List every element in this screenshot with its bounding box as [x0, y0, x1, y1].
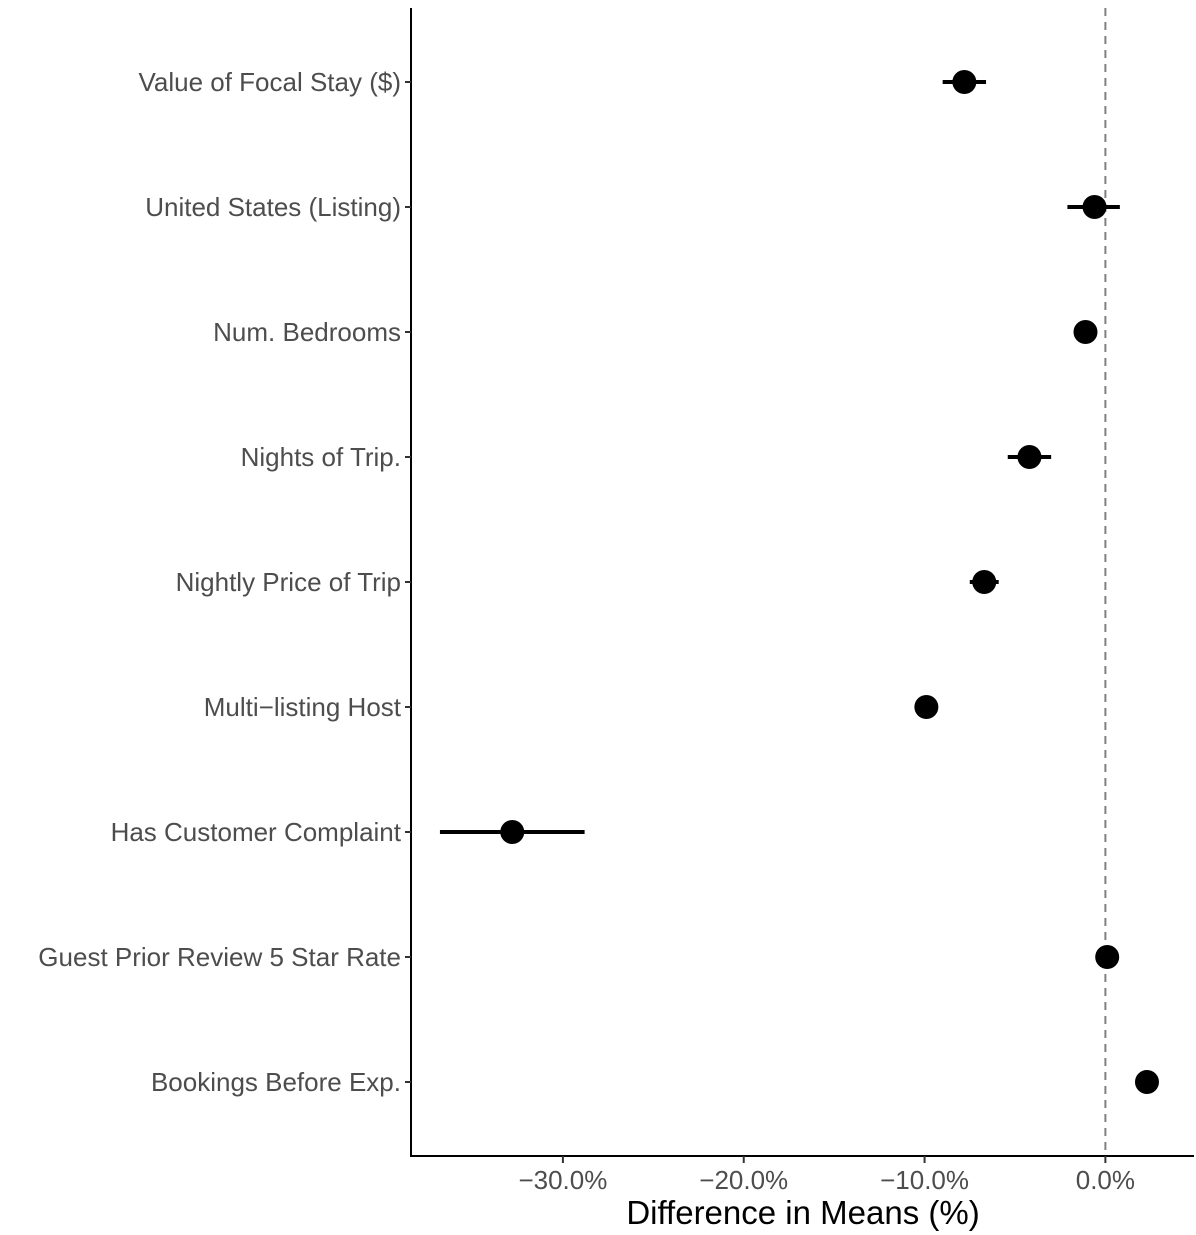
estimate-point: [914, 695, 939, 719]
y-tick-label: Bookings Before Exp.: [151, 1067, 401, 1097]
estimate-point: [1095, 945, 1120, 969]
estimate-point: [1082, 195, 1107, 219]
x-tick-label: −10.0%: [880, 1165, 969, 1195]
x-tick-label: 0.0%: [1076, 1165, 1135, 1195]
marks: [439, 70, 1159, 1094]
estimate-point: [1073, 320, 1098, 344]
y-tick-label: United States (Listing): [145, 192, 401, 222]
estimate-point: [1134, 1070, 1159, 1094]
estimate-point: [500, 820, 525, 844]
x-axis-title: Difference in Means (%): [626, 1194, 979, 1231]
y-tick-label: Value of Focal Stay ($): [138, 67, 401, 97]
y-tick-label: Nightly Price of Trip: [176, 567, 401, 597]
estimate-point: [952, 70, 977, 94]
y-tick-label: Nights of Trip.: [241, 442, 401, 472]
estimate-point: [972, 570, 997, 594]
axes: [410, 8, 1194, 1157]
ticks: Value of Focal Stay ($) United States (Li…: [38, 67, 1135, 1195]
x-tick-label: −30.0%: [518, 1165, 607, 1195]
y-tick-label: Guest Prior Review 5 Star Rate: [38, 942, 401, 972]
y-tick-label: Multi−listing Host: [204, 692, 402, 722]
x-tick-label: −20.0%: [699, 1165, 788, 1195]
y-tick-label: Num. Bedrooms: [213, 317, 401, 347]
y-tick-label: Has Customer Complaint: [111, 817, 402, 847]
estimate-point: [1017, 445, 1042, 469]
